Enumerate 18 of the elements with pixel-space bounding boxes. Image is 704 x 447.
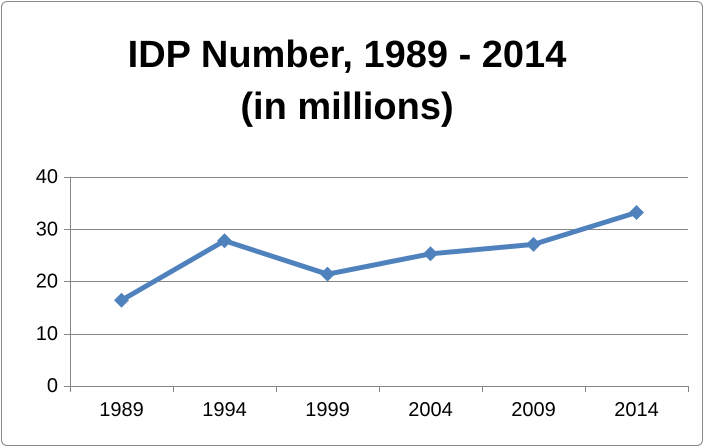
x-tick-label: 1994 [202, 399, 247, 421]
x-tick-label: 2004 [408, 399, 453, 421]
y-tick-label: 30 [36, 218, 58, 240]
y-tick-label: 20 [36, 270, 58, 292]
point [423, 246, 438, 262]
point [217, 233, 232, 248]
y-tick-label: 40 [36, 166, 58, 188]
point [526, 236, 541, 252]
chart-title: IDP Number, 1989 - 2014 (in millions) [128, 34, 566, 128]
point [320, 266, 335, 282]
point [629, 205, 644, 220]
x-tick-label: 1989 [99, 399, 144, 421]
y-tick-label: 10 [36, 322, 58, 345]
point [114, 292, 129, 308]
x-tick-label: 2009 [511, 399, 556, 421]
x-tick-label: 2014 [614, 399, 659, 421]
y-tick-label: 0 [46, 375, 58, 397]
x-tick-label: 1999 [305, 399, 350, 421]
